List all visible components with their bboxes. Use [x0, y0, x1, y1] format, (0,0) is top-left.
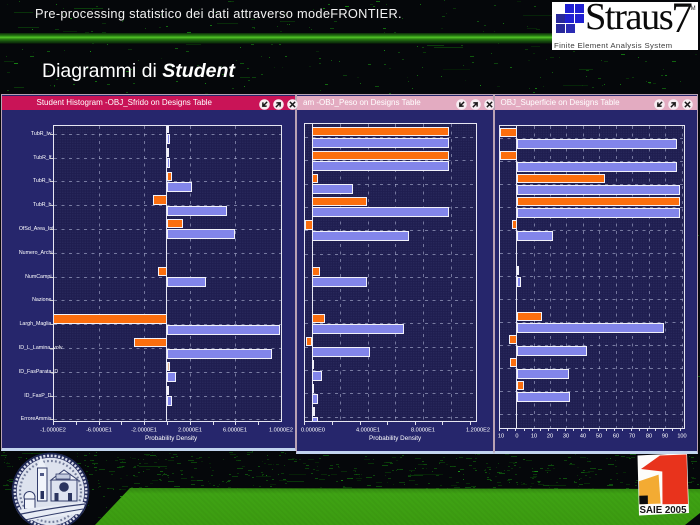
svg-text:SAIE 2005: SAIE 2005	[640, 505, 687, 516]
